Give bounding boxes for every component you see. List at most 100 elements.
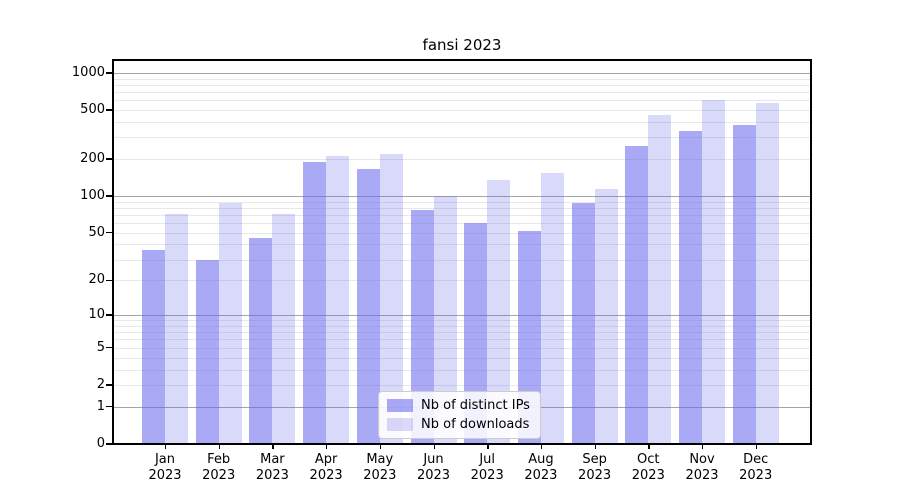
gridline-minor xyxy=(113,159,811,161)
chart-title: fansi 2023 xyxy=(422,36,502,54)
bar-nb-of-downloads-nov-2023 xyxy=(702,100,725,444)
x-tick xyxy=(648,444,650,449)
y-tick xyxy=(106,109,113,111)
bar-nb-of-downloads-jun-2023 xyxy=(433,195,457,444)
gridline-minor xyxy=(113,339,811,341)
y-axis-label: 0 xyxy=(96,436,105,451)
bar-nb-of-distinct-ips-sep-2023 xyxy=(571,203,595,444)
bar-nb-of-distinct-ips-jul-2023 xyxy=(464,223,488,444)
bar-nb-of-distinct-ips-nov-2023 xyxy=(679,131,702,444)
gridline-minor xyxy=(113,280,811,282)
legend-swatch-downloads xyxy=(387,418,413,431)
gridline-minor xyxy=(113,369,811,371)
legend-swatch-distinct-ips xyxy=(387,399,413,412)
gridline-minor xyxy=(113,244,811,246)
y-axis-label: 20 xyxy=(88,272,105,288)
x-tick xyxy=(379,444,382,449)
gridline-minor xyxy=(113,110,811,112)
y-tick xyxy=(106,158,113,160)
x-axis-label: Oct 2023 xyxy=(631,452,665,483)
gridline-major xyxy=(113,315,811,317)
y-axis-label: 50 xyxy=(88,224,105,240)
gridline-major xyxy=(113,72,811,74)
bar-nb-of-downloads-dec-2023 xyxy=(755,102,779,444)
bar-nb-of-downloads-mar-2023 xyxy=(272,213,296,444)
x-axis-label: Feb 2023 xyxy=(202,452,236,483)
y-tick xyxy=(106,347,113,349)
legend-item-downloads: Nb of downloads xyxy=(387,417,530,432)
bar-nb-of-distinct-ips-mar-2023 xyxy=(249,238,273,444)
y-tick xyxy=(106,279,113,282)
y-tick xyxy=(106,314,113,316)
y-axis-label: 5 xyxy=(96,339,105,355)
y-axis-label: 100 xyxy=(80,188,105,204)
gridline-minor xyxy=(113,137,811,139)
x-tick xyxy=(702,444,704,449)
y-axis-label: 500 xyxy=(80,102,105,118)
x-axis-label: Dec 2023 xyxy=(739,452,773,483)
y-axis-label: 10 xyxy=(88,307,105,323)
x-tick xyxy=(326,444,328,449)
gridline-minor xyxy=(113,121,811,123)
x-tick xyxy=(272,444,274,449)
x-axis-label: May 2023 xyxy=(363,452,397,483)
gridline-minor xyxy=(113,91,811,93)
y-tick xyxy=(106,443,113,445)
bar-nb-of-distinct-ips-feb-2023 xyxy=(195,259,219,444)
bar-nb-of-distinct-ips-aug-2023 xyxy=(517,230,541,444)
bar-nb-of-downloads-apr-2023 xyxy=(326,155,350,444)
legend: Nb of distinct IPs Nb of downloads xyxy=(378,391,541,439)
bar-nb-of-downloads-oct-2023 xyxy=(648,115,672,444)
gridline-minor xyxy=(113,214,811,216)
gridline-minor xyxy=(113,384,811,386)
bar-nb-of-distinct-ips-apr-2023 xyxy=(303,161,327,444)
gridline-minor xyxy=(113,78,811,80)
bar-nb-of-distinct-ips-may-2023 xyxy=(356,169,380,444)
bar-nb-of-downloads-jan-2023 xyxy=(165,213,188,444)
bar-nb-of-downloads-may-2023 xyxy=(379,154,403,444)
y-tick xyxy=(106,72,113,74)
gridline-minor xyxy=(113,223,811,225)
legend-label-distinct-ips: Nb of distinct IPs xyxy=(421,398,530,413)
y-tick xyxy=(106,195,113,197)
legend-item-distinct-ips: Nb of distinct IPs xyxy=(387,398,530,413)
x-tick xyxy=(218,444,221,449)
bar-nb-of-downloads-aug-2023 xyxy=(540,172,564,444)
x-tick xyxy=(755,444,758,449)
bar-nb-of-distinct-ips-jun-2023 xyxy=(410,209,434,444)
bar-nb-of-distinct-ips-dec-2023 xyxy=(732,125,756,444)
x-tick xyxy=(433,444,435,449)
bar-nb-of-downloads-feb-2023 xyxy=(218,203,242,444)
x-tick xyxy=(487,444,489,449)
bar-nb-of-distinct-ips-jan-2023 xyxy=(142,250,165,444)
y-axis-label: 200 xyxy=(80,151,105,167)
x-axis-label: Mar 2023 xyxy=(255,452,289,483)
x-axis-label: Sep 2023 xyxy=(578,452,612,483)
x-axis-label: Jun 2023 xyxy=(416,452,451,483)
gridline-minor xyxy=(113,347,811,349)
x-tick xyxy=(540,444,543,449)
x-axis-label: Apr 2023 xyxy=(309,452,343,483)
y-tick xyxy=(106,232,113,234)
gridline-minor xyxy=(113,325,811,327)
y-axis-label: 2 xyxy=(96,376,105,392)
legend-label-downloads: Nb of downloads xyxy=(421,417,530,432)
gridline-minor xyxy=(113,332,811,334)
bar-nb-of-downloads-jul-2023 xyxy=(487,180,511,444)
y-axis-label: 1 xyxy=(96,398,105,414)
gridline-minor xyxy=(113,201,811,203)
y-tick xyxy=(106,406,113,408)
x-axis-label: Jan 2023 xyxy=(148,452,182,483)
gridline-major xyxy=(113,196,811,198)
bar-nb-of-distinct-ips-oct-2023 xyxy=(625,146,649,444)
y-tick xyxy=(106,384,113,386)
x-tick xyxy=(165,444,167,449)
x-axis-label: Nov 2023 xyxy=(685,452,719,483)
gridline-minor xyxy=(113,357,811,359)
gridline-minor xyxy=(113,320,811,322)
bar-nb-of-downloads-sep-2023 xyxy=(594,188,618,444)
x-axis-label: Jul 2023 xyxy=(470,452,504,483)
gridline-minor xyxy=(113,232,811,234)
gridline-minor xyxy=(113,100,811,102)
